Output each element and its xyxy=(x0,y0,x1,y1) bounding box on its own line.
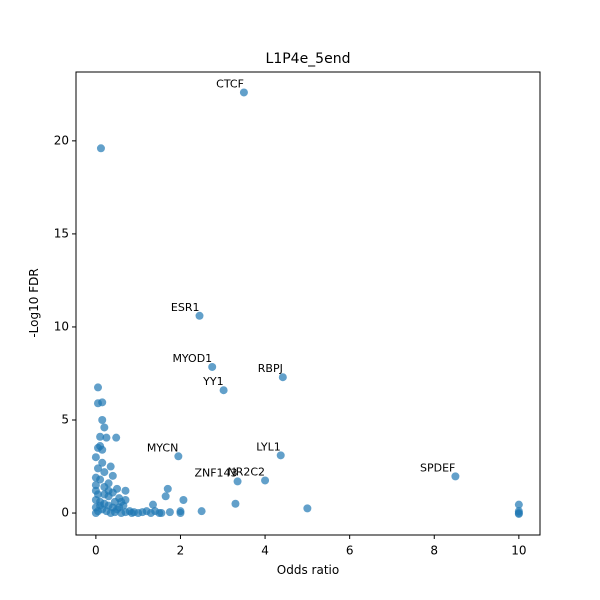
point xyxy=(100,468,109,477)
point-label: LYL1 xyxy=(256,440,281,453)
point xyxy=(117,497,126,506)
point-label: ZNF143 xyxy=(194,466,237,479)
x-tick-label: 2 xyxy=(177,544,185,558)
point xyxy=(98,458,107,467)
point xyxy=(91,453,100,462)
point xyxy=(278,373,287,382)
point xyxy=(96,501,105,510)
point-label: YY1 xyxy=(202,375,223,388)
point xyxy=(96,432,105,441)
point xyxy=(239,88,248,97)
point-label: SPDEF xyxy=(420,461,455,474)
point xyxy=(108,471,117,480)
point-label: CTCF xyxy=(216,77,244,90)
point xyxy=(161,492,170,501)
y-axis-label: -Log10 FDR xyxy=(27,268,41,337)
chart-title: L1P4e_5end xyxy=(266,51,351,67)
point xyxy=(110,497,119,506)
point xyxy=(176,509,185,518)
point xyxy=(104,486,113,495)
point xyxy=(179,496,188,505)
x-tick-label: 8 xyxy=(430,544,438,558)
point xyxy=(514,509,523,518)
x-tick-label: 6 xyxy=(346,544,354,558)
point xyxy=(102,433,111,442)
point xyxy=(208,362,217,371)
y-tick-label: 0 xyxy=(61,506,69,520)
y-tick-label: 5 xyxy=(61,412,69,426)
point xyxy=(148,500,157,509)
point xyxy=(98,398,107,407)
point-label: MYOD1 xyxy=(172,352,212,365)
point xyxy=(127,509,136,518)
y-tick-label: 15 xyxy=(54,226,69,240)
point xyxy=(303,504,312,513)
point xyxy=(106,462,115,471)
point xyxy=(146,509,155,518)
point xyxy=(96,475,105,484)
point xyxy=(93,383,102,392)
point xyxy=(93,464,102,473)
point xyxy=(100,423,109,432)
point-label: MYCN xyxy=(147,441,179,454)
point xyxy=(233,477,242,486)
point-label: RBPJ xyxy=(258,362,283,375)
point xyxy=(98,445,107,454)
point-label: NR2C2 xyxy=(228,465,266,478)
x-tick-label: 4 xyxy=(261,544,269,558)
point xyxy=(195,311,204,320)
point xyxy=(231,499,240,508)
point xyxy=(197,507,206,516)
y-tick-label: 20 xyxy=(54,133,69,147)
point xyxy=(276,451,285,460)
x-axis-label: Odds ratio xyxy=(277,563,339,577)
point xyxy=(157,509,166,518)
point xyxy=(91,481,100,490)
point xyxy=(261,476,270,485)
point xyxy=(165,508,174,517)
point xyxy=(451,472,460,481)
point xyxy=(163,484,172,493)
point xyxy=(514,500,523,509)
point xyxy=(98,415,107,424)
plot-frame xyxy=(75,71,541,536)
x-tick-label: 10 xyxy=(511,544,526,558)
point xyxy=(219,386,228,395)
x-tick-label: 0 xyxy=(92,544,100,558)
point xyxy=(174,452,183,461)
point xyxy=(121,486,130,495)
point xyxy=(96,144,105,153)
point xyxy=(93,490,102,499)
point xyxy=(112,433,121,442)
y-tick-label: 10 xyxy=(54,319,69,333)
point xyxy=(121,508,130,517)
point-label: ESR1 xyxy=(171,301,200,314)
